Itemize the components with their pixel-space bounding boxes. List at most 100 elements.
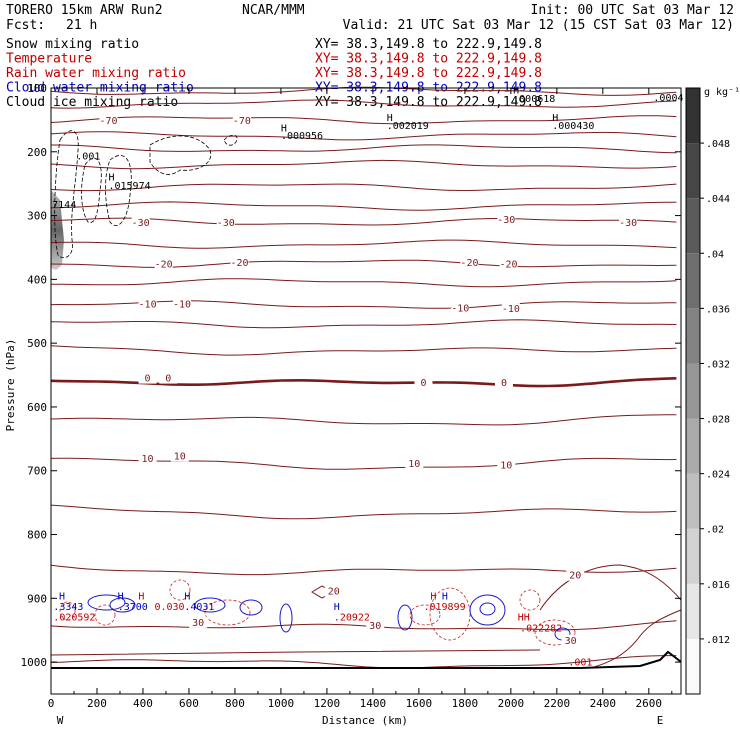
cloud-water-contour (87, 594, 126, 611)
temperature-label: 0 (501, 378, 507, 389)
temp-label-bg (497, 459, 516, 471)
temperature-contour (50, 217, 677, 226)
maximum-label: H (442, 592, 448, 603)
temperature-contour (51, 144, 677, 154)
temperature-contour (50, 345, 677, 356)
temperature-label: 30 (192, 618, 204, 629)
temperature-label: -20 (460, 258, 478, 269)
x-tick-label: 1200 (314, 697, 341, 710)
rain-contour (429, 587, 471, 641)
temp-label-bg (170, 450, 189, 462)
x-tick-label: 200 (87, 697, 107, 710)
x-tick-label: 0 (48, 697, 55, 710)
temp-label-bg (414, 377, 433, 389)
temperature-contour (50, 201, 677, 211)
temperature-contour (50, 239, 677, 249)
temp-label-bg (138, 452, 157, 464)
colorbar-tick-label: .016 (706, 580, 730, 591)
temp-label-bg (138, 298, 157, 310)
maximum-label: .20922 (334, 613, 370, 624)
temp-label-bg (324, 585, 343, 597)
temperature-contour (50, 259, 677, 268)
rain-contour (169, 579, 191, 601)
field-xy: XY= 38.3,149.8 to 222.9,149.8 (315, 52, 542, 67)
snow-contour (223, 134, 238, 146)
temperature-label: 0 (145, 374, 151, 385)
temperature-label: 0 (420, 378, 426, 389)
temperature-label: 0 (165, 374, 171, 385)
colorbar-tick-label: .024 (706, 470, 730, 481)
temperature-contour (51, 278, 677, 288)
maximum-label: H (334, 602, 340, 613)
temperature-contour (50, 99, 677, 109)
fcst-label: Fcst: (6, 18, 45, 33)
east-label: E (657, 714, 664, 727)
rain-contour (519, 589, 541, 611)
x-tick-label: 1400 (360, 697, 387, 710)
y-tick-label: 700 (27, 465, 47, 478)
temp-label-bg (154, 258, 173, 270)
temperature-label: -30 (132, 218, 150, 229)
temperature-label: -10 (173, 300, 191, 311)
maximum-label: H (552, 113, 558, 124)
colorbar-frame (685, 87, 701, 695)
temp-label-bg (405, 458, 424, 470)
temp-label-bg (619, 216, 638, 228)
snow-contour (81, 157, 102, 223)
cloud-water-contour (479, 602, 496, 616)
temp-label-bg (561, 634, 580, 646)
colorbar-segment (686, 143, 700, 199)
temp-label-bg (131, 216, 150, 228)
temp-label-bg (99, 114, 118, 126)
maximum-label: H (430, 592, 436, 603)
maximum-label: .001 (76, 151, 100, 162)
colorbar-segment (686, 528, 700, 584)
maximum-label: .4031 (184, 602, 214, 613)
temp-label-bg (566, 569, 585, 581)
x-tick-label: 1000 (268, 697, 295, 710)
temp-label-bg (460, 257, 479, 269)
y-tick-label: 1000 (21, 656, 48, 669)
rain-contour (59, 601, 76, 621)
x-tick-label: 1600 (406, 697, 433, 710)
temperature-label: 20 (328, 587, 340, 598)
temperature-label: 10 (142, 454, 154, 465)
temperature-label: -30 (619, 218, 637, 229)
x-tick-label: 800 (225, 697, 245, 710)
maximum-label: H (118, 592, 124, 603)
temperature-label: -30 (217, 218, 235, 229)
temperature-label: 30 (369, 621, 381, 632)
snow-contour (105, 155, 132, 226)
temp-label-bg (499, 258, 518, 270)
temp-label-bg (494, 377, 513, 389)
x-tick-label: 400 (133, 697, 153, 710)
temp-label-bg (232, 114, 251, 126)
colorbar-tick-label: .044 (706, 194, 730, 205)
colorbar-tick-label: .028 (706, 415, 730, 426)
x-tick-label: 2400 (590, 697, 617, 710)
maximum-label: H (281, 123, 287, 134)
temperature-label: 20 (569, 571, 581, 582)
maximum-label: .000618 (513, 94, 555, 105)
temperature-contour (50, 86, 677, 96)
maximum-label: H (184, 592, 190, 603)
field-name: Rain water mixing ratio (6, 66, 186, 81)
field-legend: Snow mixing ratio XY= 38.3,149.8 to 222.9… (6, 37, 542, 110)
temperature-contour (50, 620, 677, 631)
temp-label-bg (451, 302, 470, 314)
maximum-label: .001 (568, 657, 592, 668)
maximum-label: .019899 (423, 602, 465, 613)
x-tick-label: 2000 (498, 697, 525, 710)
y-tick-label: 400 (27, 273, 47, 286)
colorbar-segment (686, 363, 700, 419)
maximum-label: HH (518, 613, 530, 624)
maximum-label: H (108, 172, 114, 183)
snow-contour (54, 130, 79, 259)
y-tick-label: 100 (27, 82, 47, 95)
init-time: Init: 00 UTC Sat 03 Mar 12 (531, 3, 735, 18)
temperature-label: -20 (500, 259, 518, 270)
temperature-contour (50, 414, 677, 426)
temp-label-bg (159, 372, 178, 384)
maximum-label: .020592 (53, 613, 95, 624)
colorbar-segment (686, 583, 700, 639)
